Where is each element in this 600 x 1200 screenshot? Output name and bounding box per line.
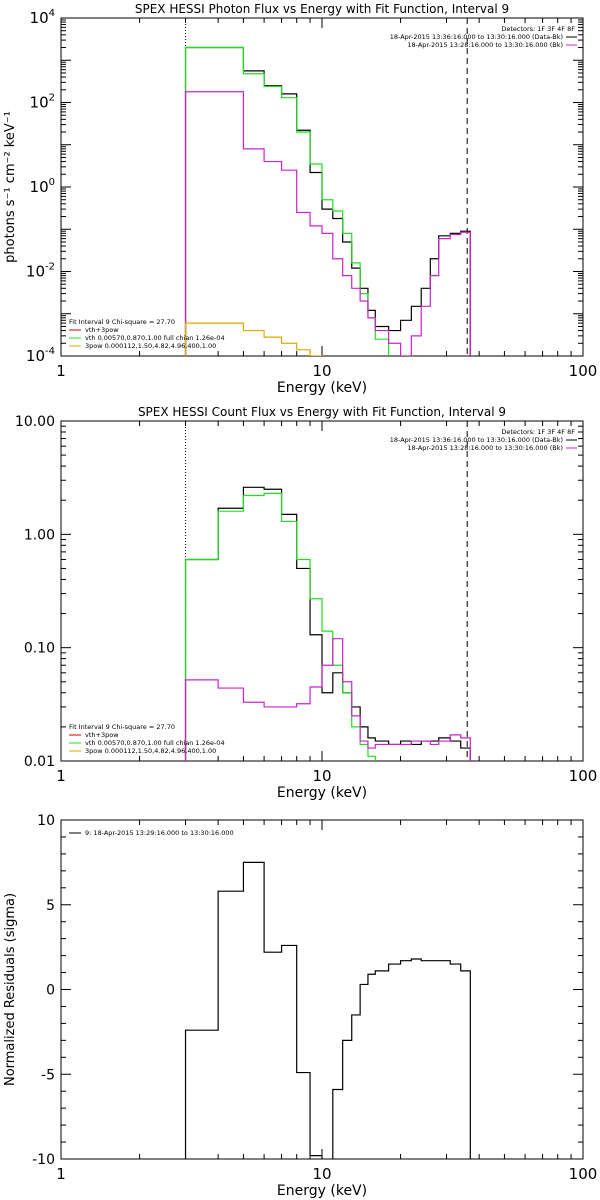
legend-entry: vth 0.00570,0.870,1.00 full chian 1.26e-… — [85, 334, 225, 342]
x-axis-label: Energy (keV) — [277, 785, 367, 801]
plot-area — [184, 46, 471, 356]
plot-frame — [60, 420, 584, 762]
y-tick-label: 10.00 — [15, 414, 55, 430]
legend-entry: vth 0.00570,0.870,1.00 full chian 1.26e-… — [85, 739, 225, 747]
chart-title: SPEX HESSI Count Flux vs Energy with Fit… — [138, 405, 506, 419]
plot-area — [184, 861, 471, 1159]
x-axis-label: Energy (keV) — [277, 380, 367, 396]
legend-entry: 3pow 0.000112,1.50,4.82,4.96,400,1.00 — [85, 342, 216, 350]
x-tick-label: 10 — [312, 362, 331, 380]
x-tick-label: 100 — [569, 767, 598, 785]
y-tick-label: 1.00 — [24, 527, 55, 543]
legend-entry: 18-Apr-2015 13:36:16.000 to 13:30:16.000… — [390, 33, 563, 41]
y-tick-label: 0.10 — [24, 641, 55, 657]
x-tick-label: 10 — [312, 767, 331, 785]
y-tick-label: 0 — [46, 983, 55, 999]
legend-entry: vth+3pow — [85, 326, 119, 334]
x-axis-label: Energy (keV) — [277, 1183, 367, 1199]
series-line-orange — [184, 322, 471, 356]
x-tick-label: 1 — [56, 362, 66, 380]
legend-entry: 18-Apr-2015 13:28:16.000 to 13:30:16.000… — [407, 41, 563, 49]
plot-area — [184, 486, 471, 761]
fit-legend-header: Fit Interval 9 Chi-square = 27.70 — [69, 723, 175, 731]
fit-legend-header: Fit Interval 9 Chi-square = 27.70 — [69, 318, 175, 326]
series-line-black — [184, 486, 471, 761]
legend-header: Detectors: 1F 3F 4F 8F — [501, 428, 575, 436]
y-tick-label: 10-2 — [26, 262, 55, 281]
x-tick-label: 1 — [56, 767, 66, 785]
series-line-magenta — [184, 91, 471, 356]
legend-entry: 18-Apr-2015 13:36:16.000 to 13:30:16.000… — [390, 436, 563, 444]
x-tick-label: 100 — [569, 1165, 598, 1183]
chart-panel-1: 1 10 100 10-4 10-2 100 102 104 SPEX HESSI Photon… — [3, 2, 598, 396]
chart-panel-2: 1 10 100 0.01 0.10 1.00 10.00 SPEX HESSI Count … — [15, 405, 598, 801]
y-tick-label: 100 — [30, 177, 55, 196]
series-line-black — [184, 861, 471, 1159]
y-tick-label: -10 — [32, 1152, 55, 1168]
chart-title: SPEX HESSI Photon Flux vs Energy with Fi… — [135, 2, 509, 16]
y-tick-label: 10 — [37, 813, 55, 829]
legend-entry: 18-Apr-2015 13:28:16.000 to 13:30:16.000… — [407, 444, 563, 452]
legend-entry: 9: 18-Apr-2015 13:29:16.000 to 13:30:16.… — [85, 829, 234, 837]
y-axis-label: Normalized Residuals (sigma) — [3, 893, 18, 1086]
series-line-magenta — [184, 638, 471, 761]
y-tick-label: 0.01 — [24, 754, 55, 770]
y-tick-label: 5 — [46, 898, 55, 914]
plot-frame — [60, 819, 584, 1160]
x-tick-label: 1 — [56, 1165, 66, 1183]
y-tick-label: 10-4 — [26, 346, 55, 365]
legend-entry: 3pow 0.000112,1.50,4.82,4.96,400,1.00 — [85, 747, 216, 755]
y-tick-label: -5 — [41, 1067, 55, 1083]
legend-header: Detectors: 1F 3F 4F 8F — [501, 25, 575, 33]
y-tick-label: 102 — [30, 93, 55, 112]
y-axis-label: photons s⁻¹ cm⁻² keV⁻¹ — [3, 111, 18, 263]
series-line-black — [184, 46, 471, 356]
x-tick-label: 100 — [569, 362, 598, 380]
x-tick-label: 10 — [312, 1165, 331, 1183]
series-line-green — [184, 46, 471, 356]
y-tick-label: 104 — [30, 8, 55, 27]
legend-entry: vth+3pow — [85, 731, 119, 739]
